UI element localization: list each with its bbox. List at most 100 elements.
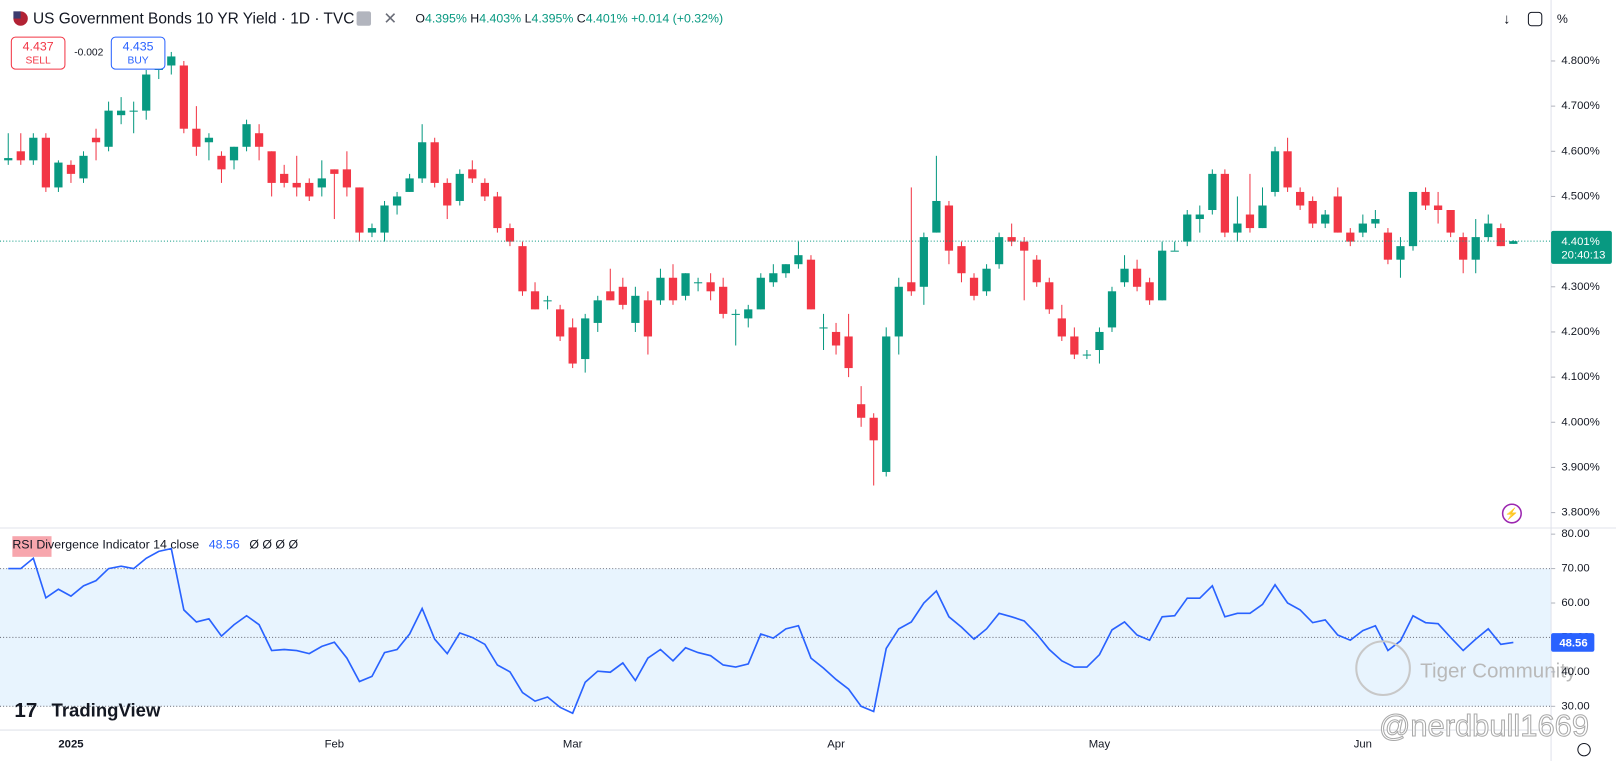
y-tick-label: 4.300%: [1561, 281, 1599, 293]
candle-body: [117, 110, 126, 116]
candle-body: [606, 291, 615, 301]
candle-body: [1007, 237, 1016, 242]
auto-scale-button[interactable]: [1527, 11, 1543, 27]
community-watermark: Tiger Community: [1420, 660, 1577, 683]
candle-body: [167, 56, 176, 66]
candle-body: [1396, 246, 1405, 260]
candle-body: [631, 295, 640, 323]
candle-body: [618, 286, 627, 305]
candle-body: [1433, 205, 1443, 211]
candle-body: [1183, 214, 1192, 242]
candle-body: [543, 300, 552, 302]
settings-icon[interactable]: [1577, 742, 1591, 757]
candle-body: [869, 417, 878, 441]
compare-icon: [356, 11, 372, 26]
candle-body: [1245, 214, 1255, 229]
y-tick-label: 4.600%: [1561, 145, 1599, 157]
candle-body: [91, 137, 101, 143]
y-tick-label: 4.000%: [1561, 416, 1599, 428]
buy-button[interactable]: [110, 36, 166, 70]
y-tick-label: 4.100%: [1561, 371, 1599, 383]
more-icon[interactable]: ✕: [383, 10, 397, 28]
countdown-label: 20:40:13: [1561, 250, 1605, 262]
y-tick-label: 60.00: [1561, 597, 1589, 609]
candle-body: [969, 277, 979, 296]
candle-body: [1032, 259, 1041, 283]
x-tick-label: Apr: [827, 738, 845, 750]
candle-body: [1484, 223, 1493, 238]
spread: -0.002: [74, 47, 103, 58]
symbol-title: US Government Bonds 10 YR Yield · 1D · T…: [33, 11, 354, 28]
legend-highlight: [12, 536, 52, 557]
candle-body: [1509, 241, 1518, 244]
candle-body: [480, 182, 489, 197]
percent-button[interactable]: %: [1557, 12, 1568, 26]
candle-body: [430, 142, 439, 183]
candle-body: [1333, 196, 1342, 233]
candle-body: [857, 404, 866, 418]
candle-body: [1020, 241, 1029, 251]
indicator-extras: Ø Ø Ø Ø: [249, 538, 298, 552]
candle-body: [1195, 214, 1204, 220]
candle-body: [455, 173, 464, 201]
candle-body: [794, 255, 803, 265]
candle-body: [806, 259, 816, 310]
ohlc-value: 4.395%: [531, 12, 573, 26]
marks-layer: [0, 51, 1552, 715]
candle-body: [1296, 191, 1305, 206]
candle-body: [581, 318, 590, 360]
ohlc-legend: O4.395% H4.403% L4.395% C4.401% +0.014 (…: [415, 12, 723, 26]
candle-body: [1057, 318, 1066, 337]
candle-body: [819, 327, 828, 329]
candle-body: [1107, 291, 1117, 328]
y-tick-label: 3.900%: [1561, 461, 1599, 473]
candle-body: [693, 282, 703, 284]
candle-body: [1120, 268, 1129, 283]
sell-button[interactable]: [10, 36, 66, 70]
candle-body: [367, 228, 377, 233]
ohlc-label: O: [415, 12, 425, 26]
candle-body: [744, 309, 753, 319]
sell-label: SELL: [26, 56, 51, 67]
candle-body: [129, 110, 138, 112]
candle-body: [944, 205, 954, 251]
candle-body: [217, 155, 226, 170]
candle-body: [932, 200, 941, 233]
candle-body: [355, 187, 364, 233]
flag-canton: [13, 11, 21, 19]
y-tick-label: 30.00: [1561, 700, 1589, 712]
candle-body: [305, 182, 314, 197]
user-watermark: @nerdbull1669: [1379, 708, 1589, 743]
candle-body: [643, 300, 653, 337]
buy-label: BUY: [128, 56, 149, 67]
candle-body: [1170, 250, 1179, 252]
candle-body: [79, 155, 88, 179]
indicator-name: RSI Divergence Indicator 14 close: [12, 538, 199, 552]
alert-icon-glyph: ⚡: [1505, 507, 1519, 521]
candle-body: [468, 169, 477, 179]
scroll-down-button[interactable]: ↓: [1503, 11, 1510, 27]
candle-body: [1408, 191, 1418, 247]
candle-body: [957, 246, 966, 274]
candle-body: [894, 286, 903, 337]
alert-icon[interactable]: [1501, 503, 1522, 524]
candle-body: [4, 158, 13, 161]
candle-body: [681, 273, 690, 296]
x-tick-label: Feb: [325, 738, 345, 750]
candle-body: [292, 182, 301, 188]
candle-body: [518, 246, 527, 292]
candle-body: [530, 291, 540, 310]
candle-body: [1208, 173, 1217, 211]
candle-body: [142, 74, 151, 111]
candle-body: [668, 277, 678, 301]
rsi-value-box: [1551, 633, 1595, 652]
candle-body: [342, 169, 352, 188]
candle-body: [907, 282, 916, 292]
candle-body: [16, 151, 25, 161]
candle-body: [443, 182, 452, 206]
ohlc-label: C: [577, 12, 586, 26]
y-tick-label: 4.200%: [1561, 326, 1599, 338]
candle-body: [1070, 336, 1079, 355]
candle-body: [104, 110, 113, 147]
